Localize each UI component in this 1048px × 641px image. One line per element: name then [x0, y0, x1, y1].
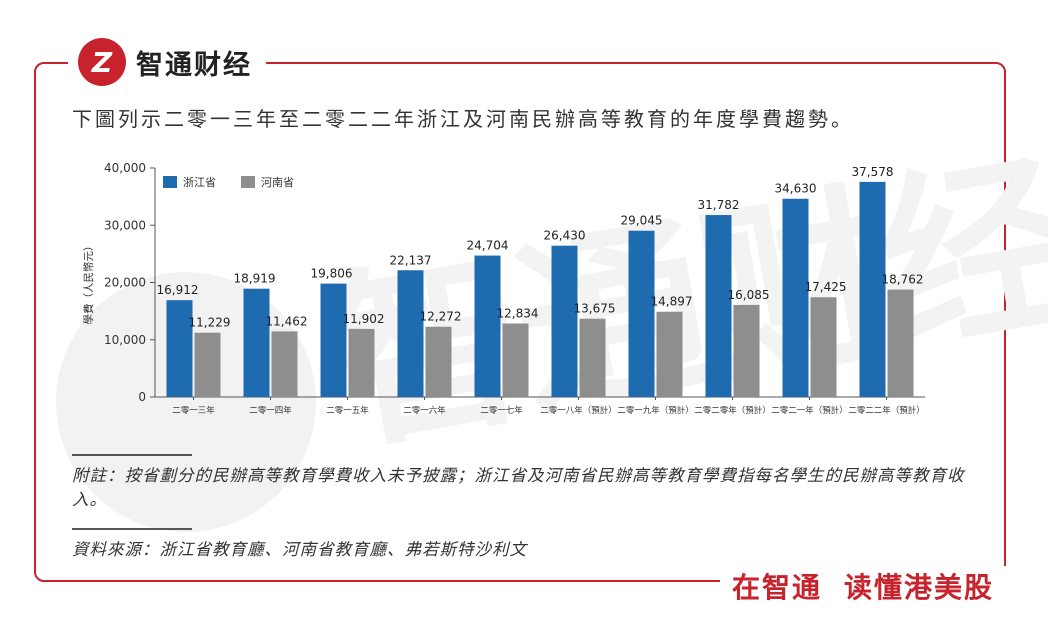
bar-zhejiang [166, 300, 193, 397]
data-label-henan: 16,085 [728, 288, 770, 302]
legend-label: 河南省 [261, 176, 294, 189]
x-tick-label: 二零一六年 [403, 405, 446, 416]
bar-henan [271, 331, 298, 397]
data-label-zhejiang: 31,782 [698, 198, 740, 212]
slogan-part1: 在智通 [731, 571, 822, 604]
card-frame [34, 62, 1006, 582]
x-tick-label: 二零一五年 [326, 405, 369, 416]
source-text: 資料來源：浙江省教育廳、河南省教育廳、弗若斯特沙利文 [72, 540, 527, 559]
bar-zhejiang [397, 270, 424, 397]
bar-henan [502, 323, 529, 397]
data-label-henan: 18,762 [882, 273, 924, 287]
bar-henan [733, 304, 760, 397]
x-tick-label: 二零一八年（預計） [540, 405, 617, 416]
bar-henan [194, 332, 221, 397]
bar-zhejiang [859, 181, 886, 397]
data-label-zhejiang: 16,912 [157, 283, 199, 297]
x-tick-label: 二零一七年 [480, 405, 523, 416]
data-label-henan: 17,425 [805, 280, 847, 294]
data-label-zhejiang: 19,806 [311, 267, 353, 281]
x-tick-label: 二零二一年（預計） [771, 405, 848, 416]
bar-henan [348, 328, 375, 397]
slogan: 在智通 读懂港美股 [719, 566, 1006, 606]
bar-zhejiang [782, 198, 809, 397]
y-tick-label: 10,000 [104, 333, 146, 347]
bar-henan [656, 311, 683, 397]
footnote-text: 附註：按省劃分的民辦高等教育學費收入未予披露；浙江省及河南省民辦高等教育學費指每… [72, 466, 965, 509]
x-tick-label: 二零二零年（預計） [694, 405, 771, 416]
data-label-zhejiang: 26,430 [544, 229, 586, 243]
data-label-henan: 13,675 [574, 302, 616, 316]
data-label-zhejiang: 18,919 [234, 272, 276, 286]
data-label-zhejiang: 22,137 [390, 253, 432, 267]
y-tick-label: 0 [138, 390, 146, 404]
x-tick-label: 二零一九年（預計） [617, 405, 694, 416]
footnote-divider [72, 454, 192, 456]
x-tick-label: 二零一三年 [172, 405, 215, 416]
legend-label: 浙江省 [183, 176, 216, 189]
y-tick-label: 20,000 [104, 276, 146, 290]
bar-zhejiang [551, 245, 578, 397]
x-tick-label: 二零一四年 [249, 405, 292, 416]
legend-swatch [241, 176, 255, 188]
data-label-henan: 11,902 [343, 312, 385, 326]
brand-logo-glyph: Z [91, 46, 113, 79]
data-label-henan: 11,229 [189, 316, 231, 330]
x-tick-label: 二零二二年（預計） [848, 405, 925, 416]
bar-zhejiang [474, 255, 501, 397]
data-label-henan: 14,897 [651, 295, 693, 309]
intro-text: 下圖列示二零一三年至二零二二年浙江及河南民辦高等教育的年度學費趨勢。 [72, 107, 854, 131]
bar-henan [887, 289, 914, 397]
bar-henan [810, 297, 837, 397]
brand-name: 智通财经 [136, 49, 252, 81]
slogan-part2: 读懂港美股 [843, 571, 994, 604]
bar-henan [579, 318, 606, 397]
legend-swatch [163, 176, 177, 188]
data-label-henan: 12,834 [497, 307, 539, 321]
bar-henan [425, 326, 452, 397]
bar-zhejiang [705, 215, 732, 397]
y-axis-label: 學費（人民幣元） [82, 241, 95, 325]
bar-zhejiang [243, 288, 270, 397]
y-tick-label: 40,000 [104, 161, 146, 175]
y-tick-label: 30,000 [104, 218, 146, 232]
data-label-henan: 12,272 [420, 310, 462, 324]
data-label-zhejiang: 34,630 [775, 182, 817, 196]
data-label-henan: 11,462 [266, 314, 308, 328]
brand-logo-icon: Z [78, 38, 126, 86]
data-label-zhejiang: 29,045 [621, 214, 663, 228]
bar-zhejiang [320, 283, 347, 397]
data-label-zhejiang: 37,578 [852, 165, 894, 179]
brand-header: Z 智通财经 [68, 34, 266, 90]
source-divider [72, 528, 192, 530]
data-label-zhejiang: 24,704 [467, 239, 509, 253]
bar-zhejiang [628, 230, 655, 397]
